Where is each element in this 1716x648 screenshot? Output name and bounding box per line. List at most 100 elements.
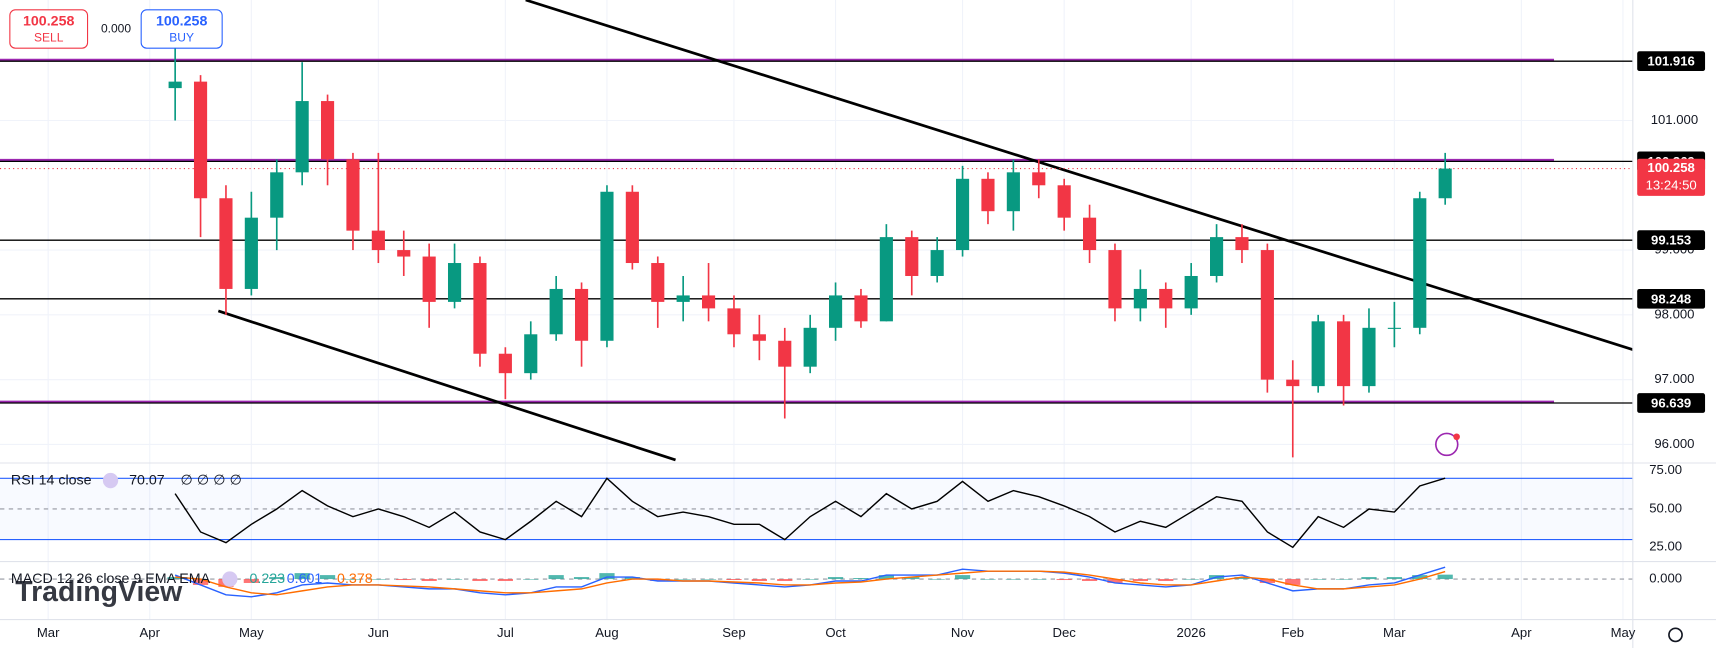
level-tag: [1637, 51, 1706, 72]
candle-body: [1387, 327, 1401, 329]
sell-button[interactable]: [9, 9, 89, 49]
candle-body: [778, 340, 792, 367]
histogram-bar: [954, 575, 971, 580]
histogram-bar: [624, 577, 640, 580]
histogram-bar: [1335, 579, 1352, 580]
candle-body: [1337, 321, 1351, 387]
candle-body: [397, 250, 411, 257]
candle-body: [752, 334, 766, 341]
histogram-bar: [878, 575, 894, 580]
candle-body: [1260, 250, 1274, 380]
candle-body: [879, 237, 893, 322]
histogram-bar: [421, 579, 437, 582]
candle-body: [1362, 327, 1376, 387]
x-tick-label: Mar: [1383, 625, 1406, 640]
histogram-bar: [523, 579, 539, 580]
histogram-bar: [243, 579, 259, 583]
sell-price[interactable]: 100.258: [23, 14, 74, 30]
histogram-bar: [1132, 579, 1148, 582]
spread: 0.000: [101, 22, 131, 36]
histogram-bar: [726, 579, 742, 581]
candle-body: [651, 263, 665, 302]
candle-body: [295, 101, 309, 173]
last-price-tag: [1637, 158, 1706, 196]
candle-body: [498, 353, 512, 374]
candle-body: [930, 250, 944, 276]
level-tag: [1637, 288, 1706, 309]
histogram-bar: [1107, 579, 1123, 583]
candle-body: [625, 191, 639, 264]
candle-body: [346, 159, 360, 231]
settings-icon[interactable]: [1668, 627, 1683, 643]
y-tick-label: 75.00: [1649, 462, 1682, 477]
candle-body: [524, 334, 538, 374]
overlay: TradingView 100.258 SELL 0.000 100.258 B…: [9, 9, 1683, 643]
candle-body: [1133, 288, 1147, 309]
histogram-bar: [472, 579, 488, 582]
histogram-bar: [269, 577, 285, 580]
indicator-icon[interactable]: [222, 571, 238, 587]
histogram-bar: [675, 579, 691, 580]
level-tag: [1637, 230, 1706, 251]
buy-label[interactable]: BUY: [169, 30, 194, 44]
y-tick-label: 50.00: [1649, 500, 1682, 515]
candle-body: [828, 295, 843, 328]
alert-icon[interactable]: [1435, 432, 1459, 457]
level-label: 99.153: [1651, 233, 1691, 248]
histogram-bar: [650, 579, 666, 582]
histogram-bar: [446, 579, 463, 580]
countdown: 13:24:50: [1646, 178, 1697, 193]
histogram-bar: [548, 575, 564, 580]
histogram-bar: [497, 579, 513, 582]
x-tick-label: Nov: [951, 625, 975, 640]
candle-body: [219, 198, 233, 289]
buy-button[interactable]: [140, 9, 223, 49]
candle-body: [447, 263, 462, 302]
x-tick-label: May: [239, 625, 264, 640]
histogram-bar: [345, 579, 361, 580]
trend-line: [525, 0, 1633, 352]
histogram-bar: [599, 573, 615, 580]
candle-body: [1006, 172, 1020, 212]
histogram-bar: [294, 573, 310, 580]
histogram-bar: [167, 577, 183, 580]
histogram-bar: [1259, 579, 1275, 583]
x-tick-label: Feb: [1281, 625, 1304, 640]
watermark: TradingView: [15, 576, 183, 608]
buy-price[interactable]: 100.258: [156, 14, 207, 30]
candle-body: [1083, 217, 1097, 251]
candle-body: [1184, 275, 1198, 309]
indicator-icon[interactable]: [102, 472, 119, 489]
macd-pane: [0, 566, 1633, 598]
x-tick-label: May: [1611, 625, 1636, 640]
histogram-bar: [802, 579, 818, 580]
candle-body: [981, 178, 995, 212]
y-tick-label: 98.000: [1654, 306, 1694, 321]
x-tick-label: Jul: [497, 625, 514, 640]
candle-body: [1032, 172, 1046, 186]
x-tick-label: Dec: [1052, 625, 1076, 640]
y-tick-label: 25.00: [1649, 539, 1682, 554]
candle-body: [1235, 237, 1249, 251]
histogram-bar: [1183, 579, 1199, 580]
candle-body: [905, 237, 919, 276]
candle-body: [1311, 321, 1325, 387]
x-tick-label: 2026: [1177, 625, 1206, 640]
candle-body: [1286, 379, 1300, 387]
candle-body: [956, 178, 970, 251]
rsi-extra: ∅ ∅ ∅ ∅: [181, 472, 242, 488]
candle-body: [320, 101, 335, 160]
sell-label[interactable]: SELL: [34, 30, 64, 44]
candle-body: [1159, 288, 1173, 309]
macd-value: 0.223: [250, 571, 286, 587]
candle-body: [1108, 250, 1122, 309]
candle-body: [422, 256, 436, 302]
x-tick-label: Aug: [595, 625, 618, 640]
last-price-label: 100.258: [1647, 160, 1694, 175]
macd-value: 0.601: [287, 571, 323, 587]
candle-body: [600, 191, 614, 341]
histogram-bar: [1310, 579, 1326, 580]
level-label: 96.639: [1651, 396, 1691, 411]
level-label: 101.916: [1647, 54, 1694, 69]
